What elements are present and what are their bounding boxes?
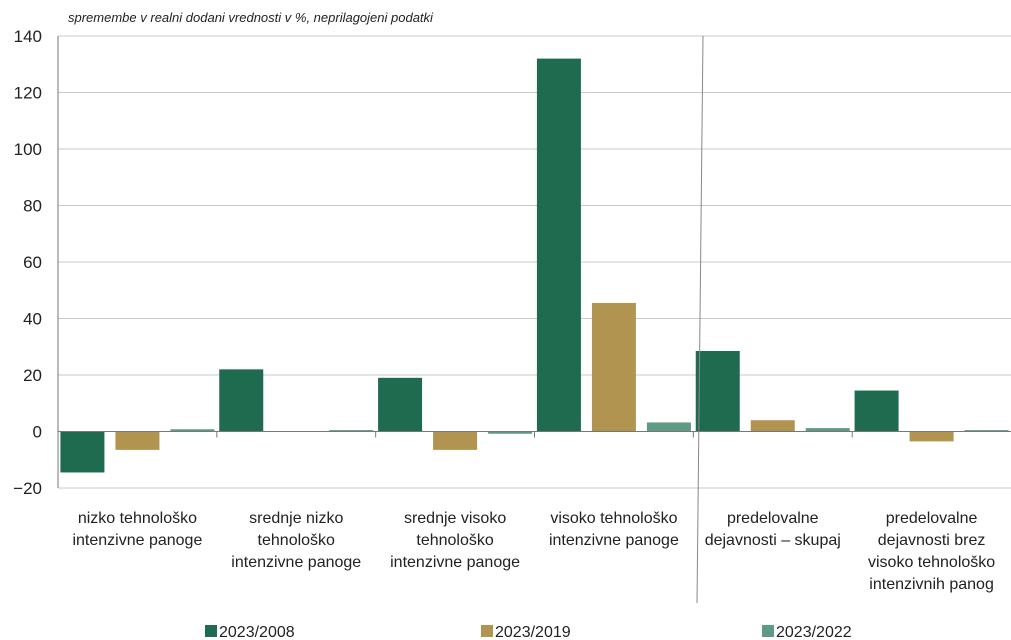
bar bbox=[329, 430, 374, 432]
chart-subtitle: spremembe v realni dodani vrednosti v %,… bbox=[68, 10, 434, 25]
bar bbox=[695, 350, 740, 432]
legend-swatch bbox=[481, 625, 493, 637]
bar bbox=[964, 430, 1009, 432]
legend-label: 2023/2019 bbox=[495, 624, 571, 640]
bar bbox=[750, 420, 795, 432]
legend-swatch bbox=[205, 625, 217, 637]
y-tick-label: 80 bbox=[23, 197, 42, 216]
y-tick-label: 140 bbox=[14, 27, 42, 46]
bars bbox=[60, 58, 1009, 473]
labels: −20 0 20 40 60 80 100 120 140 nizko tehnološko int… bbox=[13, 27, 995, 593]
bar bbox=[536, 58, 581, 432]
separator-line bbox=[696, 35, 704, 604]
y-tick-label: 0 bbox=[33, 423, 42, 442]
bar bbox=[909, 431, 954, 442]
y-tick-label: 20 bbox=[23, 366, 42, 385]
legend: 2023/2008 2023/2019 2023/2022 bbox=[205, 624, 852, 640]
y-tick-label: 40 bbox=[23, 310, 42, 329]
bar bbox=[488, 431, 533, 434]
gridlines bbox=[58, 35, 1011, 489]
category-label: srednje visoko tehnološko intenzivne panog… bbox=[390, 510, 520, 571]
bar bbox=[854, 390, 899, 432]
bar bbox=[646, 422, 691, 432]
bar bbox=[378, 377, 423, 432]
bar bbox=[115, 431, 160, 450]
category-label: srednje nizko tehnološko intenzivne panoge bbox=[231, 510, 361, 571]
axes bbox=[57, 35, 1011, 604]
bar bbox=[591, 302, 636, 432]
y-tick-label: −20 bbox=[13, 479, 42, 498]
legend-label: 2023/2022 bbox=[776, 624, 852, 640]
y-tick-label: 60 bbox=[23, 253, 42, 272]
category-label: predelovalne dejavnosti – skupaj bbox=[705, 510, 841, 549]
category-label: nizko tehnološko intenzivne panoge bbox=[72, 510, 202, 549]
legend-swatch bbox=[762, 625, 774, 637]
bar bbox=[170, 429, 215, 432]
bar bbox=[219, 369, 264, 432]
bar bbox=[805, 428, 850, 432]
category-label: predelovalne dejavnosti brez visoko tehnol… bbox=[868, 510, 995, 593]
legend-label: 2023/2008 bbox=[219, 624, 295, 640]
y-tick-label: 100 bbox=[14, 140, 42, 159]
bar bbox=[60, 431, 105, 473]
category-label: visoko tehnološko intenzivne panoge bbox=[549, 510, 679, 549]
y-tick-label: 120 bbox=[14, 84, 42, 103]
bar bbox=[433, 431, 478, 450]
